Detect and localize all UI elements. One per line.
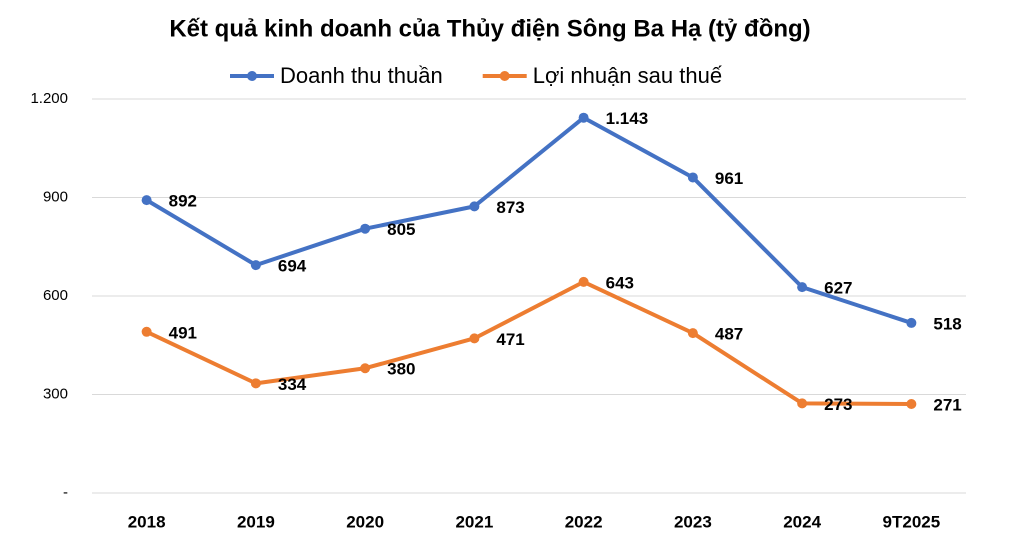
- x-tick-label: 2022: [565, 512, 603, 531]
- x-tick-label: 2021: [455, 512, 493, 531]
- data-label: 271: [933, 396, 961, 415]
- y-tick-label: 1.200: [30, 90, 68, 107]
- data-point: [250, 378, 261, 389]
- legend-label: Lợi nhuận sau thuế: [533, 63, 722, 88]
- data-point: [906, 399, 917, 410]
- x-tick-label: 2018: [128, 512, 166, 531]
- data-label: 961: [715, 169, 743, 188]
- data-point: [797, 398, 808, 409]
- x-tick-label: 2019: [237, 512, 275, 531]
- data-point: [141, 195, 152, 206]
- legend-label: Doanh thu thuần: [280, 63, 443, 88]
- data-label: 334: [278, 375, 307, 394]
- x-tick-label: 9T2025: [883, 512, 941, 531]
- data-point: [469, 201, 480, 212]
- data-label: 273: [824, 395, 852, 414]
- data-label: 694: [278, 257, 307, 276]
- data-label: 487: [715, 325, 743, 344]
- data-point: [141, 326, 152, 337]
- legend-marker: [499, 71, 510, 81]
- y-tick-label: 600: [43, 287, 68, 304]
- data-point: [360, 363, 371, 374]
- data-label: 643: [606, 273, 634, 292]
- data-point: [797, 282, 808, 293]
- data-label: 1.143: [606, 109, 649, 128]
- data-label: 873: [496, 198, 524, 217]
- data-label: 892: [169, 192, 197, 211]
- data-point: [250, 260, 261, 271]
- y-tick-label: -: [63, 484, 68, 501]
- data-label: 627: [824, 279, 852, 298]
- data-label: 518: [933, 314, 961, 333]
- data-label: 471: [496, 330, 524, 349]
- x-tick-label: 2024: [783, 512, 821, 531]
- data-label: 491: [169, 323, 197, 342]
- data-label: 805: [387, 220, 415, 239]
- data-point: [906, 317, 917, 328]
- x-tick-label: 2023: [674, 512, 712, 531]
- legend-marker: [247, 71, 257, 81]
- data-point: [360, 223, 371, 234]
- series-line: [145, 115, 912, 325]
- data-label: 380: [387, 360, 415, 379]
- data-point: [578, 112, 589, 123]
- series-line: [145, 279, 912, 407]
- data-point: [687, 328, 698, 339]
- data-point: [469, 333, 480, 344]
- y-tick-label: 300: [43, 385, 68, 402]
- data-point: [578, 276, 589, 287]
- data-point: [687, 172, 698, 183]
- y-tick-label: 900: [43, 188, 68, 205]
- chart-title: Kết quả kinh doanh của Thủy điện Sông Ba…: [169, 15, 810, 42]
- x-tick-label: 2020: [346, 512, 384, 531]
